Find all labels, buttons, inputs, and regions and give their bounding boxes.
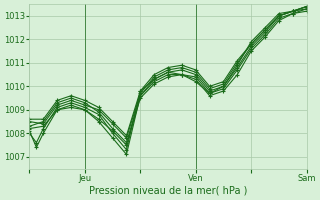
X-axis label: Pression niveau de la mer( hPa ): Pression niveau de la mer( hPa ) <box>89 186 247 196</box>
